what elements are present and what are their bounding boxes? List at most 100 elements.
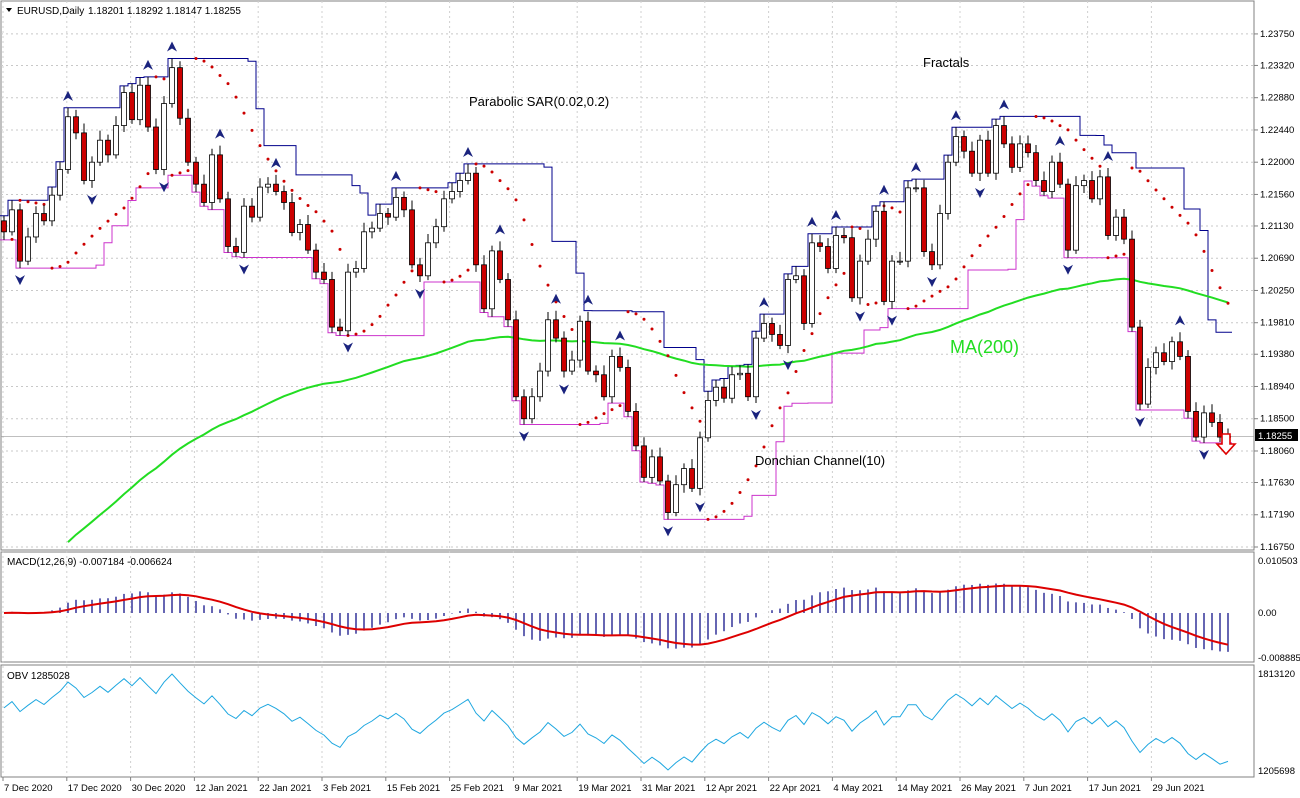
candle-body <box>929 251 935 266</box>
candle-body <box>585 320 591 372</box>
candle-body <box>201 183 207 203</box>
candle-body <box>49 194 55 222</box>
sar-dot <box>1178 213 1182 217</box>
candle-body <box>401 196 407 211</box>
sar-dot <box>930 294 934 298</box>
sar-dot <box>274 169 278 173</box>
candle-body <box>233 246 239 253</box>
candle-body <box>185 117 191 163</box>
sar-dot <box>914 304 918 308</box>
sar-dot <box>138 185 142 189</box>
candle-body <box>1049 161 1055 192</box>
candle-body <box>57 169 63 196</box>
candle-body <box>225 198 231 247</box>
candle-body <box>1113 216 1119 236</box>
candle <box>113 116 119 159</box>
candle-body <box>857 260 863 299</box>
sar-dot <box>42 202 46 206</box>
candle-body <box>385 213 391 218</box>
candle-body <box>1097 176 1103 200</box>
fractal-up-icon <box>167 41 177 52</box>
candle-body <box>137 84 143 121</box>
sar-dot <box>650 327 654 331</box>
menu-triangle-icon[interactable] <box>6 8 12 12</box>
symbol-label: EURUSD,Daily <box>17 6 84 17</box>
candle-body <box>41 213 47 222</box>
candle <box>409 200 415 269</box>
candle-body <box>1209 412 1215 423</box>
down-arrow-icon <box>1215 433 1237 456</box>
date-tick-label: 25 Feb 2021 <box>451 783 504 794</box>
sar-dot <box>298 196 302 200</box>
donchian-upper-line <box>0 58 1232 392</box>
fractal-up-icon <box>583 294 593 305</box>
chart-header: EURUSD,Daily 1.18201 1.18292 1.18147 1.1… <box>6 6 241 17</box>
fractal-down-icon <box>559 384 569 395</box>
ohlc-values: 1.18201 1.18292 1.18147 1.18255 <box>88 6 241 17</box>
candle <box>33 206 39 243</box>
price-tick-label: 1.18500 <box>1260 414 1294 425</box>
sar-dot <box>58 264 62 268</box>
fractal-down-icon <box>415 289 425 300</box>
candle <box>337 318 343 336</box>
candle-body <box>641 445 647 478</box>
sar-dot <box>714 515 718 519</box>
sar-dot <box>1018 192 1022 196</box>
sar-dot <box>618 404 622 408</box>
date-tick-label: 7 Jun 2021 <box>1025 783 1072 794</box>
sar-dot <box>1138 169 1142 173</box>
sar-dot <box>738 490 742 494</box>
candle-body <box>921 187 927 253</box>
candle <box>257 178 263 222</box>
fractal-up-icon <box>63 90 73 101</box>
candle <box>609 349 615 404</box>
candle-body <box>145 84 151 128</box>
candle <box>841 227 847 244</box>
fractal-up-icon <box>1103 150 1113 161</box>
candle-body <box>1161 352 1167 362</box>
candle <box>497 241 503 284</box>
candle-body <box>601 374 607 398</box>
sar-dot <box>514 198 518 202</box>
sar-dot <box>1082 148 1086 152</box>
price-tick-label: 1.22440 <box>1260 125 1294 136</box>
sar-dot <box>1122 252 1126 256</box>
sar-dot <box>226 82 230 86</box>
candle <box>441 190 447 232</box>
candle <box>73 109 79 140</box>
sar-dot <box>1042 116 1046 120</box>
candle <box>745 364 751 402</box>
candle <box>905 180 911 268</box>
candle-body <box>1065 183 1071 251</box>
sar-dot <box>178 171 182 175</box>
sar-dot <box>578 423 582 427</box>
date-tick-label: 19 Mar 2021 <box>578 783 631 794</box>
sar-dot <box>450 278 454 282</box>
fractal-up-icon <box>615 330 625 341</box>
candle-body <box>1153 352 1159 368</box>
candle <box>721 378 727 403</box>
candle <box>585 311 591 375</box>
fractal-up-icon <box>999 99 1009 110</box>
sar-dot <box>106 219 110 223</box>
candle <box>1145 358 1151 409</box>
sar-dot <box>90 234 94 238</box>
candle <box>481 255 487 313</box>
candle <box>65 107 71 174</box>
candle <box>881 201 887 306</box>
candle <box>97 130 103 166</box>
sar-dot <box>842 271 846 275</box>
sar-dot <box>594 416 598 420</box>
candle-body <box>513 319 519 398</box>
candle <box>321 263 327 284</box>
candle <box>1081 174 1087 193</box>
sar-dot <box>778 406 782 410</box>
candle-body <box>905 187 911 262</box>
candle-body <box>153 126 159 170</box>
sar-dot <box>978 243 982 247</box>
sar-dot <box>762 445 766 449</box>
candle-body <box>897 260 903 263</box>
date-tick-label: 12 Apr 2021 <box>706 783 757 794</box>
sar-dot <box>1106 256 1110 260</box>
